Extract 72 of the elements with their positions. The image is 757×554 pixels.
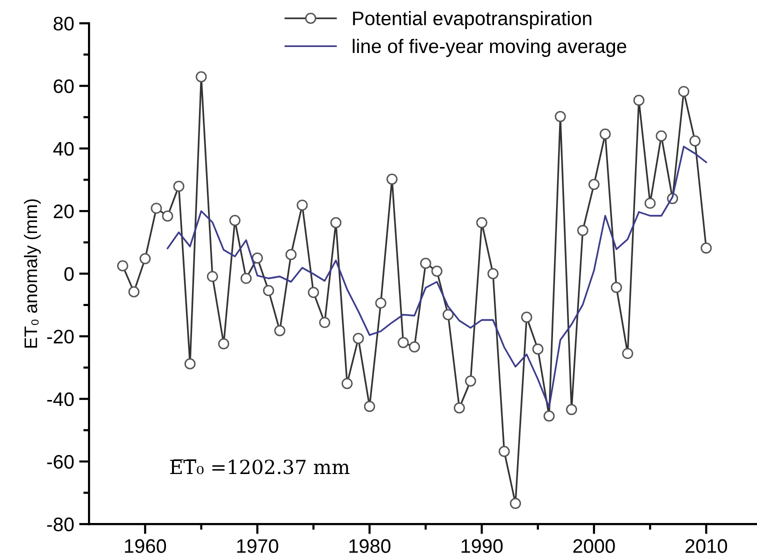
x-tick-label: 2000 (573, 539, 615, 553)
point (229, 214, 240, 226)
legend-label: Potential evapotranspiration (353, 11, 592, 30)
point (678, 86, 690, 98)
point (521, 312, 532, 323)
point (431, 266, 442, 277)
point (274, 325, 286, 336)
point (420, 258, 432, 269)
point (487, 268, 499, 280)
point (544, 410, 555, 422)
legend-label: line of five-year moving average (352, 38, 626, 57)
x-tick-label: 2010 (686, 539, 728, 553)
point (342, 378, 353, 390)
point (375, 298, 386, 309)
point (252, 252, 263, 264)
line-series (166, 146, 708, 408)
x-tick-label: 1990 (462, 539, 503, 553)
point (240, 272, 252, 284)
x-tick-label: 1960 (124, 539, 166, 553)
point (610, 282, 622, 294)
point (206, 270, 218, 282)
point (263, 285, 274, 296)
point (622, 348, 634, 360)
point (184, 358, 196, 370)
point (285, 249, 297, 260)
y-tick-label: -80 (47, 518, 74, 532)
point (700, 242, 712, 254)
point (352, 332, 364, 344)
point (364, 400, 376, 412)
point (689, 135, 701, 147)
point (476, 217, 488, 228)
point (566, 404, 578, 416)
y-tick-label: 80 (54, 16, 74, 31)
y-tick-label: 60 (54, 79, 74, 94)
point (398, 336, 409, 348)
point (162, 210, 174, 222)
point (128, 286, 140, 298)
point (498, 446, 510, 458)
point (218, 338, 230, 350)
x-tick-label: 1970 (237, 539, 278, 553)
point (656, 130, 667, 142)
point (173, 180, 184, 192)
y-tick-label: -60 (47, 454, 74, 469)
point (588, 178, 600, 190)
point (577, 224, 588, 236)
point (296, 200, 308, 211)
point (386, 174, 398, 185)
point (454, 402, 465, 414)
point (464, 375, 476, 387)
point (117, 260, 128, 272)
point (554, 110, 566, 122)
x-tick-label: 1980 (349, 539, 390, 553)
point (532, 344, 544, 355)
y-tick-label: -20 (47, 330, 74, 344)
point (633, 94, 644, 106)
point (408, 341, 420, 352)
point (150, 202, 162, 214)
point (510, 498, 521, 509)
y-tick-label: -40 (47, 392, 74, 406)
point (442, 309, 454, 320)
annotation: E̅T̅₀ =1202.37 mm (170, 459, 350, 474)
point (644, 198, 656, 209)
point (196, 71, 207, 82)
y-axis-title: ET₀ anomaly (mm) (24, 199, 41, 348)
point (308, 286, 320, 298)
y-tick-label: 20 (54, 204, 74, 218)
point (330, 217, 342, 228)
point (140, 253, 151, 264)
point (600, 128, 611, 140)
point (319, 316, 330, 328)
y-tick-label: 40 (53, 142, 74, 156)
y-tick-label: 0 (64, 267, 74, 281)
